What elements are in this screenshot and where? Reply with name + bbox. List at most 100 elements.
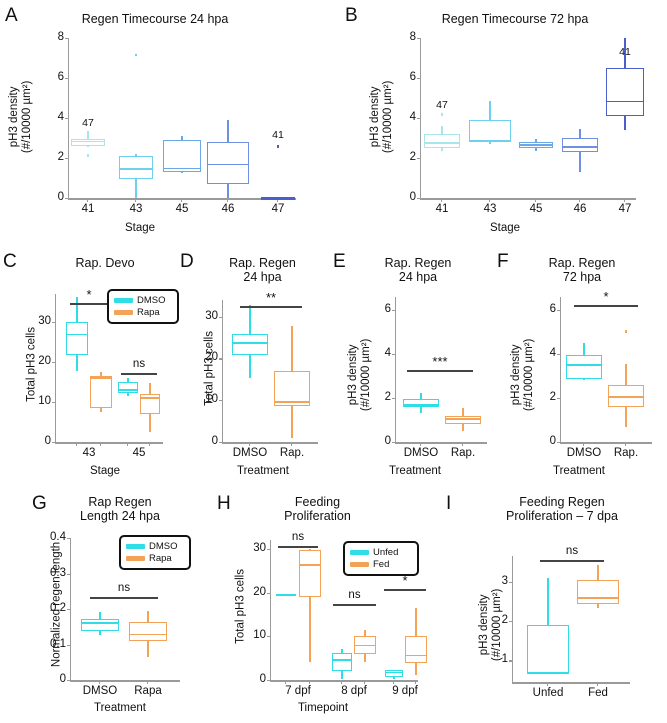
y-tick-label: 0 (549, 435, 556, 447)
x-tick-label: Rap. (279, 447, 305, 459)
y-tick (417, 78, 420, 80)
x-tick (461, 443, 463, 446)
x-tick (248, 443, 250, 446)
median-line (354, 644, 376, 647)
y-tick (392, 354, 395, 356)
significance-bar (333, 604, 376, 607)
box (606, 68, 644, 116)
panel-a-xlabel: Stage (124, 222, 156, 234)
x-tick-label: 45 (132, 447, 146, 459)
x-tick-label: Unfed (532, 687, 564, 699)
box (577, 579, 619, 605)
outlier-point (276, 145, 280, 148)
y-tick-label: 6 (57, 71, 64, 83)
box (118, 382, 138, 393)
y-tick (67, 609, 70, 611)
y-tick-label: 20 (205, 351, 218, 364)
panel-f-title-line1: Rap. Regen (548, 256, 616, 270)
box (445, 416, 481, 425)
whisker-upper (415, 607, 417, 637)
whisker-upper (309, 548, 311, 550)
whisker-lower (625, 406, 627, 427)
whisker-upper (149, 383, 151, 394)
panel-b-title: Regen Timecourse 72 hpa (441, 12, 589, 26)
x-tick (99, 443, 101, 446)
whisker-lower (227, 184, 229, 198)
whisker-upper (489, 101, 491, 120)
median-line (527, 672, 569, 674)
y-tick-label: 20 (38, 355, 51, 367)
significance-bar (407, 370, 473, 373)
legend-label: Unfed (373, 546, 399, 558)
y-tick-label: 2 (384, 391, 391, 404)
whisker-lower (291, 406, 293, 438)
y-tick-label: 3 (501, 574, 508, 587)
y-tick-label: 0 (259, 673, 266, 685)
x-tick (284, 681, 286, 684)
x-axis (395, 442, 487, 444)
legend-swatch-icon (114, 309, 133, 316)
y-tick (557, 442, 560, 444)
whisker-upper (597, 565, 599, 580)
panel-e-xlabel: Treatment (389, 465, 441, 477)
y-tick (509, 581, 512, 583)
box (562, 138, 598, 153)
panel-h-legend: Unfed Fed (343, 541, 419, 576)
legend-swatch-icon (126, 555, 145, 562)
outlier-point (134, 53, 138, 57)
y-tick-label: 0 (211, 435, 218, 447)
x-tick (226, 199, 228, 202)
y-tick-label: 30 (253, 541, 266, 554)
panel-g-letter: G (32, 493, 47, 514)
y-tick (267, 592, 270, 594)
x-tick (146, 681, 148, 684)
whisker-lower (100, 407, 102, 413)
y-tick-label: 0.4 (50, 531, 66, 543)
y-tick-label: 2 (501, 613, 508, 626)
count-annotation: 47 (436, 99, 448, 111)
panel-e-ylabel: pH3 density (#/10000 µm²) (347, 320, 373, 430)
panel-d-xlabel: Treatment (237, 465, 289, 477)
x-tick (392, 681, 394, 684)
y-tick-label: 10 (38, 395, 51, 407)
x-tick-label: 47 (271, 203, 285, 215)
y-tick (219, 442, 222, 444)
significance-label: *** (432, 354, 448, 369)
whisker-lower (597, 604, 599, 609)
box (163, 140, 201, 172)
box (274, 371, 310, 407)
median-line (140, 397, 160, 399)
median-line (606, 100, 644, 103)
legend-swatch-icon (350, 561, 369, 568)
y-axis (395, 297, 397, 442)
x-axis (560, 442, 652, 444)
y-tick-label: 4 (57, 111, 64, 123)
y-axis (560, 297, 562, 442)
x-tick (623, 199, 625, 202)
whisker-upper (364, 629, 366, 637)
y-tick (557, 354, 560, 356)
y-axis (420, 38, 422, 198)
whisker-lower (624, 115, 626, 131)
box (405, 636, 427, 663)
y-tick (65, 198, 68, 200)
whisker-lower (127, 392, 129, 396)
x-axis (68, 198, 296, 200)
legend-label: Rapa (137, 306, 160, 318)
y-tick (52, 322, 55, 324)
whisker-lower (181, 171, 183, 173)
legend-label: Fed (373, 558, 390, 570)
x-axis (270, 680, 418, 682)
whisker-upper (579, 129, 581, 139)
x-tick-label: 41 (81, 203, 95, 215)
outlier-point (440, 113, 444, 116)
whisker-upper (127, 378, 129, 382)
whisker-lower (87, 145, 89, 147)
count-annotation: 41 (272, 129, 284, 141)
y-tick (67, 538, 70, 540)
whisker-upper (625, 364, 627, 386)
x-tick-label: Fed (588, 687, 608, 699)
legend-swatch-icon (350, 549, 369, 556)
whisker-upper (135, 154, 137, 156)
whisker-lower (364, 653, 366, 662)
